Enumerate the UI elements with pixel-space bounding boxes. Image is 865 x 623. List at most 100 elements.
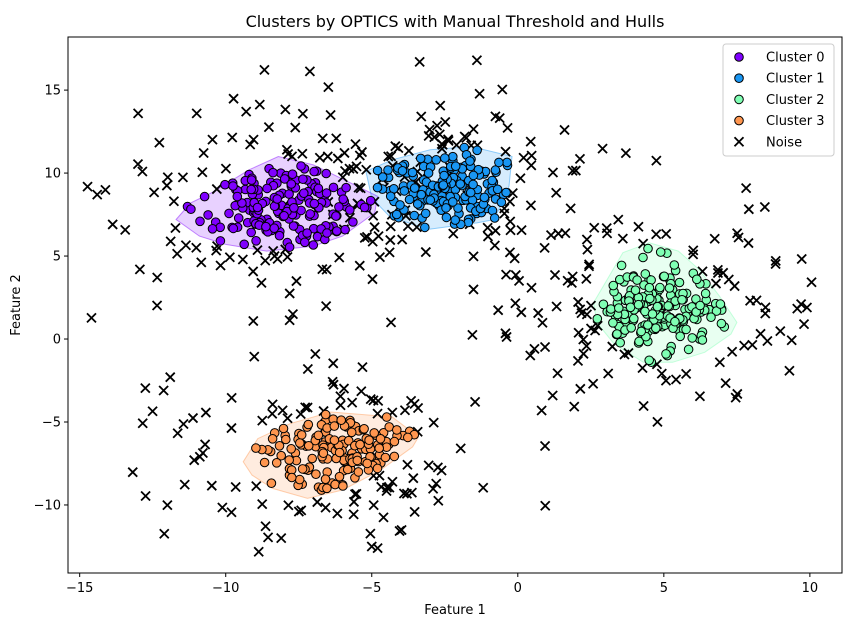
noise-point	[468, 284, 479, 295]
cluster-3-point	[334, 471, 345, 482]
noise-point	[448, 228, 459, 239]
noise-point	[372, 408, 383, 419]
noise-point	[714, 357, 725, 368]
noise-point	[509, 253, 520, 264]
noise-point	[384, 482, 395, 493]
cluster-0-point	[195, 216, 205, 227]
noise-point	[478, 482, 489, 493]
noise-point	[572, 355, 584, 367]
cluster-3-point	[322, 483, 332, 494]
noise-point	[159, 528, 170, 539]
cluster-2-point	[681, 324, 691, 335]
noise-point	[740, 182, 752, 194]
noise-point	[172, 428, 183, 439]
cluster-0-point	[215, 222, 225, 233]
cluster-2-point	[700, 288, 711, 299]
cluster-2-point	[636, 326, 647, 337]
cluster-3-point	[329, 421, 340, 431]
noise-point	[325, 109, 336, 121]
noise-point	[257, 415, 268, 426]
noise-point	[162, 499, 173, 511]
noise-point	[162, 172, 173, 183]
cluster-2-point	[643, 243, 653, 254]
noise-point	[151, 300, 163, 311]
noise-point	[468, 123, 479, 135]
cluster-1-point	[372, 182, 383, 193]
noise-point	[200, 407, 212, 418]
noise-point	[178, 418, 189, 430]
noise-point	[287, 308, 299, 320]
noise-point	[551, 187, 562, 198]
cluster-0-point	[220, 179, 230, 190]
cluster-2-point	[626, 323, 637, 333]
noise-point	[237, 254, 248, 265]
cluster-2-point	[659, 271, 670, 282]
legend-marker-cluster	[734, 115, 744, 126]
noise-point	[440, 116, 451, 128]
noise-point	[540, 500, 551, 511]
cluster-2-point	[706, 312, 716, 323]
cluster-1-point	[502, 157, 512, 168]
legend-box	[722, 43, 835, 157]
noise-point	[297, 108, 308, 119]
cluster-1-point	[399, 186, 410, 196]
cluster-1-point	[465, 187, 476, 198]
noise-point	[211, 245, 222, 256]
noise-point	[320, 502, 331, 513]
x-axis-label: Feature 1	[424, 603, 486, 618]
cluster-1-point	[420, 208, 431, 219]
noise-point	[211, 183, 222, 195]
cluster-0-point	[262, 183, 272, 194]
noise-point	[424, 124, 435, 135]
cluster-2-point	[645, 293, 655, 304]
noise-point	[516, 307, 527, 318]
noise-point	[518, 152, 529, 163]
cluster-0-point	[239, 239, 249, 250]
cluster-1-point	[415, 153, 426, 164]
cluster-1-point	[468, 170, 479, 181]
noise-point	[282, 413, 293, 424]
cluster-0-point	[228, 181, 238, 191]
x-tick-label: −10	[212, 581, 239, 596]
noise-point	[762, 335, 773, 347]
noise-point	[291, 275, 302, 287]
noise-point	[525, 136, 536, 147]
cluster-0-point	[338, 194, 349, 204]
noise-point	[227, 132, 238, 143]
cluster-0-point	[237, 198, 247, 208]
cluster-0-point	[321, 188, 332, 198]
cluster-0-point	[279, 211, 289, 221]
cluster-3-point	[329, 435, 340, 446]
noise-point	[729, 280, 740, 292]
noise-point	[697, 266, 708, 277]
noise-point	[396, 524, 407, 536]
noise-point	[467, 329, 478, 341]
cluster-0-point	[224, 208, 234, 219]
noise-point	[376, 481, 387, 493]
noise-point	[710, 278, 722, 289]
cluster-0-point	[298, 174, 308, 184]
cluster-3-point	[284, 455, 295, 465]
cluster-3-point	[362, 458, 373, 469]
legend: Cluster 0 Cluster 1 Cluster 2 Cluster 3 Nois…	[722, 43, 835, 157]
cluster-1-point	[453, 203, 463, 213]
noise-point	[226, 422, 237, 434]
cluster-1-point	[490, 165, 501, 175]
noise-point	[365, 393, 376, 405]
cluster-0-point	[268, 167, 278, 178]
cluster-3-point	[320, 409, 331, 420]
cluster-2-point	[716, 318, 727, 329]
noise-point	[786, 335, 797, 346]
cluster-0-point	[345, 205, 355, 215]
noise-point	[499, 208, 510, 219]
cluster-3-point	[295, 438, 305, 448]
noise-point	[337, 172, 348, 183]
cluster-0-point	[334, 202, 344, 212]
legend-marker-cluster	[734, 73, 744, 83]
noise-point	[513, 275, 525, 286]
noise-point	[197, 167, 208, 178]
noise-point	[397, 234, 408, 245]
cluster-0-point	[286, 179, 297, 189]
noise-point	[344, 163, 355, 174]
